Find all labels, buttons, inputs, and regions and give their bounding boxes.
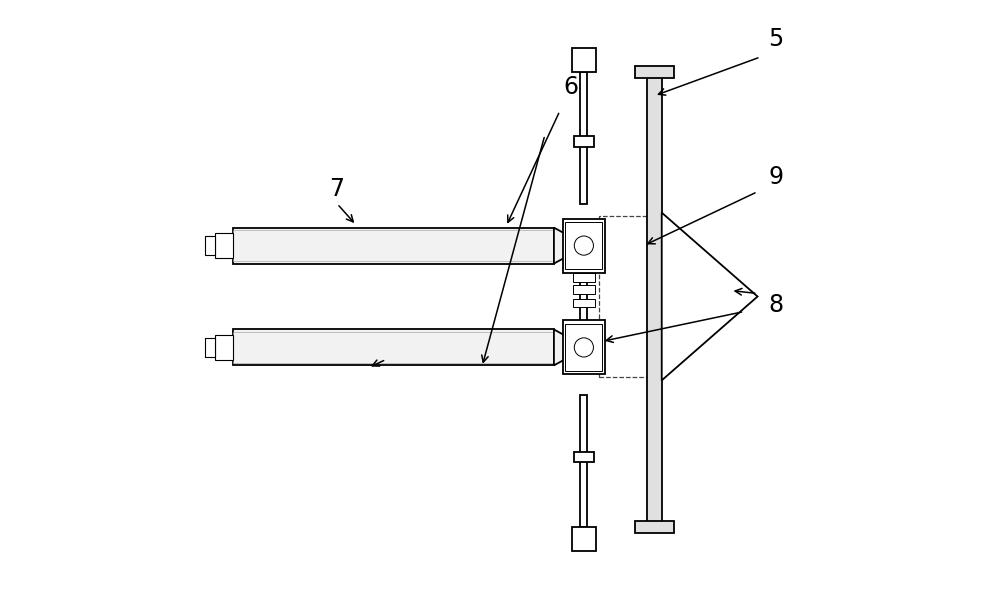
Bar [647, 72, 662, 527]
Bar [565, 222, 602, 269]
Text: 7: 7 [330, 177, 345, 201]
Bar [233, 228, 554, 264]
Polygon shape [554, 329, 587, 365]
Text: 6: 6 [563, 75, 578, 99]
Bar [233, 329, 554, 365]
Bar [580, 72, 587, 204]
Bar [580, 395, 587, 527]
Bar [205, 338, 215, 357]
Bar [574, 452, 594, 462]
Bar [215, 335, 233, 360]
Bar [573, 285, 595, 294]
Bar [574, 136, 594, 147]
Bar [572, 48, 596, 72]
Bar [573, 299, 595, 307]
Bar [573, 273, 595, 282]
Bar [599, 216, 665, 377]
Bar [205, 236, 215, 255]
Bar [635, 66, 674, 78]
Bar [233, 230, 554, 261]
Circle shape [574, 338, 593, 357]
Bar [635, 521, 674, 533]
Polygon shape [662, 213, 758, 380]
Bar [572, 527, 596, 551]
Bar [563, 219, 605, 273]
Bar [580, 264, 587, 329]
Bar [215, 233, 233, 258]
Polygon shape [554, 228, 587, 264]
Text: 5: 5 [768, 27, 783, 51]
Bar [565, 324, 602, 371]
Bar [233, 332, 554, 363]
Circle shape [574, 236, 593, 255]
Text: 8: 8 [768, 294, 783, 317]
Bar [563, 320, 605, 374]
Text: 9: 9 [768, 165, 783, 189]
